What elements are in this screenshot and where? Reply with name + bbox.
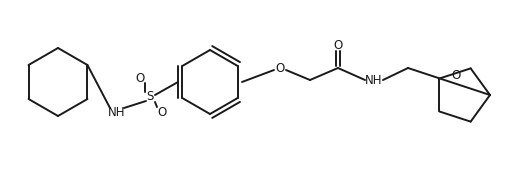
Text: O: O (135, 72, 145, 84)
Text: O: O (334, 39, 342, 51)
Text: O: O (157, 105, 167, 119)
Text: NH: NH (365, 73, 383, 87)
Text: O: O (276, 62, 284, 74)
Text: O: O (451, 69, 461, 82)
Text: S: S (146, 90, 154, 104)
Text: NH: NH (108, 105, 126, 119)
